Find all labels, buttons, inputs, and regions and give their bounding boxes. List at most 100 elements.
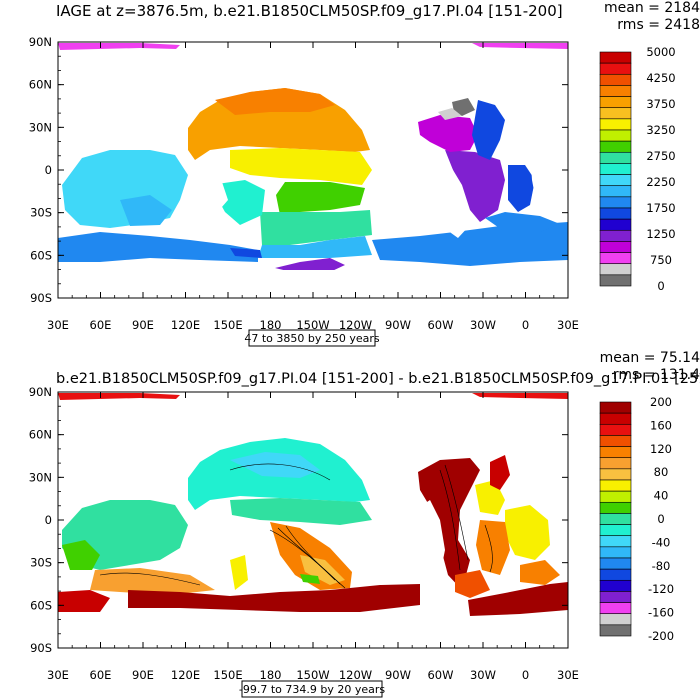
panel-2-colorbar-label: -80 — [652, 559, 671, 573]
panel-1-colorbar-swatch — [599, 229, 632, 242]
panel-1-colorbar-swatch — [599, 263, 632, 276]
panel-1-xtick-label: 60W — [427, 318, 453, 332]
panel-2-southern-ocean-east — [468, 582, 568, 616]
panel-2-colorbar-swatch — [599, 468, 632, 481]
panel-2-colorbar: 200 160 120 80 40 0 -40 -80 -120 -160 -200 — [599, 395, 674, 643]
panel-1-southern-ocean-strip — [230, 248, 262, 258]
panel-1-atlantic-east-blue — [508, 165, 535, 212]
panel-2-colorbar-label: 200 — [650, 395, 672, 409]
panel-1-arctic-strip-left — [58, 43, 180, 50]
panel-1-southern-ocean — [58, 232, 258, 262]
panel-2-ytick-label: 60N — [29, 428, 52, 442]
panel-2-ytick-label: 30S — [30, 556, 52, 570]
panel-2-southern-ocean-west — [58, 590, 110, 612]
panel-2-xtick-label: 30E — [557, 668, 579, 682]
panel-1-ytick-label: 0 — [45, 163, 52, 177]
panel-1-colorbar-swatch — [599, 73, 632, 86]
panel-2-colorbar-label: -40 — [652, 535, 671, 549]
panel-1-colorbar-swatch — [599, 140, 632, 153]
panel-2-xtick-label: 0 — [522, 668, 529, 682]
panel-1-ytick-label: 90N — [29, 35, 52, 49]
panel-1-subtitle-box — [248, 329, 376, 347]
panel-1-atlantic-purple — [445, 150, 505, 222]
panel-2-xtick-label: 60E — [90, 668, 112, 682]
panel-1-xtick-label: 180 — [260, 318, 282, 332]
panel-2-colorbar-swatch — [599, 401, 632, 414]
panel-1-colorbar-swatch — [599, 62, 632, 75]
panel-1-indian-ocean-blue — [120, 195, 172, 226]
panel-1-ytick-label: 90S — [30, 291, 52, 305]
panel-2-atlantic-orange — [476, 520, 510, 575]
panel-2-xtick-label: 30E — [47, 668, 69, 682]
panel-2-atlantic-south-orange — [455, 570, 490, 598]
panel-2-colorbar-swatch — [599, 435, 632, 447]
panel-1-ytick-label: 60N — [29, 78, 52, 92]
panel-1-colorbar-swatch — [599, 241, 632, 253]
panel-2-xtick-label: 90W — [385, 668, 411, 682]
panel-1-ytick-label: 30N — [29, 120, 52, 134]
panel-1-xtick-label: 150W — [296, 318, 329, 332]
panel-1-xtick-label: 60E — [90, 318, 112, 332]
panel-1-colorbar-swatch — [599, 174, 632, 187]
panel-1-labrador-gray — [452, 98, 475, 116]
panel-2-colorbar-label: -200 — [648, 629, 674, 643]
panel-1-map — [58, 42, 568, 298]
panel-1-xtick-label: 120W — [339, 318, 372, 332]
panel-2-colorbar-swatch — [599, 546, 632, 559]
panel-2-colorbar-swatch — [599, 624, 632, 637]
panel-2-xtick-label: 120E — [171, 668, 200, 682]
panel-2-colorbar-swatch — [599, 446, 632, 459]
panel-2-ytick-label: 90N — [29, 385, 52, 399]
panel-2-colorbar-swatch — [599, 591, 632, 603]
panel-2-colorbar-swatch — [599, 490, 632, 503]
panel-1-colorbar-swatch — [599, 151, 632, 164]
panel-2-xtick-label: 180 — [260, 668, 282, 682]
panel-2-north-pacific-cyan — [230, 452, 320, 478]
panel-2-colorbar-label: 80 — [654, 465, 669, 479]
panel-2-ytick-label: 0 — [45, 513, 52, 527]
panel-1-land-africa — [520, 120, 568, 212]
panel-1-colorbar-label: 1750 — [646, 201, 675, 215]
panel-2-colorbar-label: -120 — [648, 582, 674, 596]
panel-1-indian-ocean — [62, 150, 188, 228]
panel-2-indian-yellow — [230, 555, 248, 590]
panel-1-title: IAGE at z=3876.5m, b.e21.B1850CLM50SP.f0… — [56, 2, 563, 21]
panel-2-arctic-strip-left — [58, 393, 180, 400]
panel-1-colorbar-swatch — [599, 96, 632, 109]
panel-1-colorbar-swatch — [599, 51, 632, 64]
panel-2-colorbar-label: 0 — [657, 512, 664, 526]
panel-2-ytick-label: 60S — [30, 598, 52, 612]
panel-2-xtick-label: 150E — [213, 668, 242, 682]
panel-2-xtick-label: 90E — [132, 668, 154, 682]
panel-1-colorbar: 5000 4250 3750 3250 2750 2250 1750 1250 750 0 — [599, 45, 676, 293]
panel-2-land-south-america — [415, 500, 445, 575]
panel-1-colorbar-swatch — [599, 107, 632, 120]
panel-2-colorbar-swatch — [599, 423, 632, 436]
panel-2-colorbar-swatch — [599, 513, 632, 525]
panel-1-xtick-label: 90E — [132, 318, 154, 332]
panel-2-contours — [99, 463, 493, 589]
panel-1-southern-ocean-east — [372, 222, 568, 266]
panel-2-colorbar-swatch — [599, 535, 632, 548]
panel-2-colorbar-swatch — [599, 568, 632, 581]
panel-1-labrador-lightgray — [438, 108, 462, 120]
panel-1-colorbar-swatch — [599, 118, 632, 131]
panel-2-north-atlantic — [418, 458, 480, 590]
panel-2-colorbar-swatch — [599, 501, 632, 514]
panel-1-xtick-label: 150E — [213, 318, 242, 332]
panel-1-south-pacific-green — [276, 182, 365, 215]
panel-2-land-antarctica — [58, 620, 568, 648]
panel-1-colorbar-swatch — [599, 196, 632, 209]
panel-2-subtitle: -99.7 to 734.9 by 20 years — [239, 683, 386, 696]
panel-1-mean: mean = 2184 — [604, 0, 700, 16]
panel-1-colorbar-swatch — [599, 185, 632, 198]
panel-2-colorbar-swatch — [599, 602, 632, 615]
panel-1: IAGE at z=3876.5m, b.e21.B1850CLM50SP.f0… — [29, 0, 700, 347]
panel-1-rms: rms = 2418 — [617, 17, 700, 33]
panel-1-colorbar-label: 5000 — [646, 45, 675, 59]
panel-2-xtick-label: 30W — [470, 668, 496, 682]
panel-2-rms: rms = 131.4 — [613, 367, 700, 383]
panel-1-subtitle: 47 to 3850 by 250 years — [244, 332, 380, 345]
panel-2-colorbar-label: 160 — [650, 418, 672, 432]
